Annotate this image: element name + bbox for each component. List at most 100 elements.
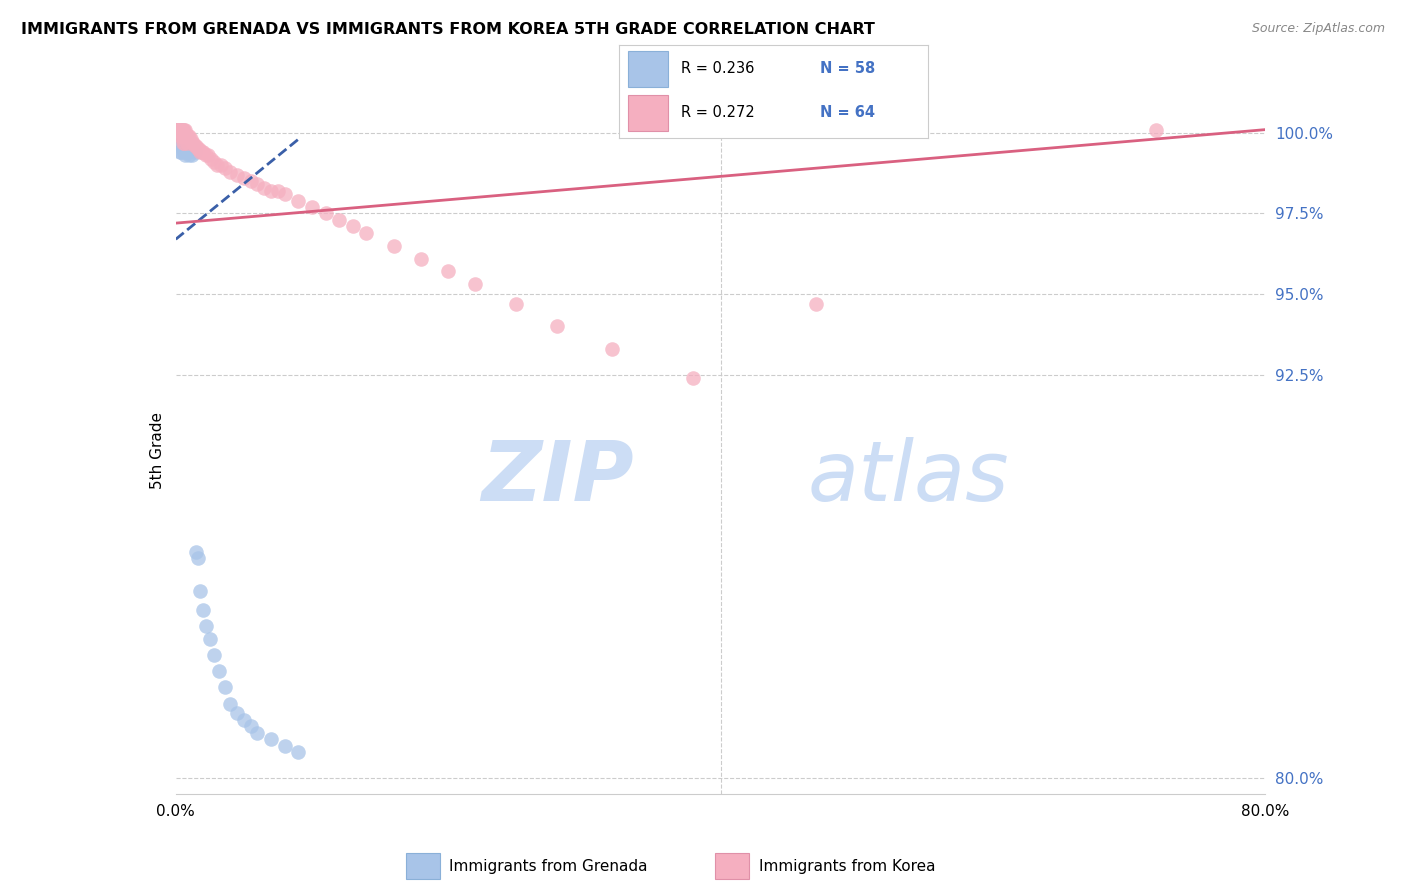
Point — [165, 122, 187, 136]
Point — [179, 129, 201, 144]
Point — [169, 129, 191, 144]
Point — [274, 739, 297, 753]
Point — [205, 158, 228, 172]
Point — [169, 122, 191, 136]
FancyBboxPatch shape — [406, 854, 440, 879]
Point — [260, 184, 283, 198]
Point — [253, 180, 276, 194]
Point — [187, 142, 209, 156]
Text: IMMIGRANTS FROM GRENADA VS IMMIGRANTS FROM KOREA 5TH GRADE CORRELATION CHART: IMMIGRANTS FROM GRENADA VS IMMIGRANTS FR… — [21, 22, 875, 37]
Point — [181, 138, 204, 153]
Point — [194, 148, 217, 162]
Point — [177, 132, 200, 146]
Point — [170, 122, 193, 136]
Point — [167, 122, 190, 136]
Point — [172, 122, 194, 136]
Point — [173, 145, 195, 160]
Point — [167, 122, 190, 136]
Point — [170, 129, 193, 144]
Point — [169, 136, 191, 150]
Point — [214, 681, 236, 695]
Point — [464, 277, 486, 292]
Point — [173, 129, 195, 144]
Point — [166, 122, 188, 136]
Point — [166, 122, 188, 136]
Point — [173, 129, 195, 144]
Point — [1144, 122, 1167, 136]
Point — [682, 371, 704, 385]
Point — [202, 648, 225, 663]
Point — [382, 238, 405, 252]
Point — [169, 122, 191, 136]
Point — [167, 129, 190, 144]
Point — [546, 319, 568, 334]
Point — [197, 148, 219, 162]
Point — [342, 219, 364, 234]
Point — [167, 122, 190, 136]
Point — [200, 152, 222, 166]
Point — [172, 129, 194, 144]
Point — [239, 174, 262, 188]
Point — [226, 706, 249, 721]
Point — [172, 142, 194, 156]
Point — [172, 132, 194, 146]
Point — [219, 697, 242, 711]
Point — [176, 136, 198, 150]
Point — [165, 122, 187, 136]
Point — [179, 136, 201, 150]
Point — [177, 145, 200, 160]
Point — [232, 713, 254, 727]
Point — [505, 297, 527, 311]
Point — [180, 136, 202, 150]
Point — [356, 226, 378, 240]
Point — [170, 122, 193, 136]
Point — [260, 732, 283, 747]
Text: Source: ZipAtlas.com: Source: ZipAtlas.com — [1251, 22, 1385, 36]
Point — [167, 122, 190, 136]
Point — [166, 122, 188, 136]
Point — [188, 145, 211, 160]
Point — [194, 619, 217, 633]
Point — [191, 145, 214, 160]
Point — [169, 129, 191, 144]
Point — [226, 168, 249, 182]
Point — [172, 136, 194, 150]
Text: R = 0.272: R = 0.272 — [681, 105, 754, 120]
Point — [166, 122, 188, 136]
Point — [166, 122, 188, 136]
Point — [176, 129, 198, 144]
Point — [437, 264, 460, 278]
Point — [804, 297, 827, 311]
Point — [170, 129, 193, 144]
Point — [191, 603, 214, 617]
Point — [183, 136, 205, 150]
Point — [177, 129, 200, 144]
FancyBboxPatch shape — [628, 51, 668, 87]
Point — [166, 122, 188, 136]
Text: Immigrants from Korea: Immigrants from Korea — [759, 859, 935, 873]
Point — [219, 164, 242, 178]
Point — [186, 138, 208, 153]
Point — [198, 632, 221, 646]
Point — [267, 184, 290, 198]
Point — [176, 132, 198, 146]
Point — [214, 161, 236, 176]
Point — [169, 122, 191, 136]
Point — [173, 122, 195, 136]
Point — [167, 122, 190, 136]
FancyBboxPatch shape — [628, 95, 668, 131]
Point — [246, 725, 269, 739]
Point — [190, 145, 212, 160]
Point — [172, 122, 194, 136]
Point — [170, 136, 193, 150]
Point — [166, 122, 188, 136]
Point — [188, 583, 211, 598]
Text: Immigrants from Grenada: Immigrants from Grenada — [450, 859, 648, 873]
Point — [176, 145, 198, 160]
FancyBboxPatch shape — [716, 854, 749, 879]
Point — [174, 129, 197, 144]
Point — [315, 206, 337, 220]
Point — [169, 145, 191, 160]
Point — [208, 665, 231, 679]
Point — [246, 178, 269, 192]
